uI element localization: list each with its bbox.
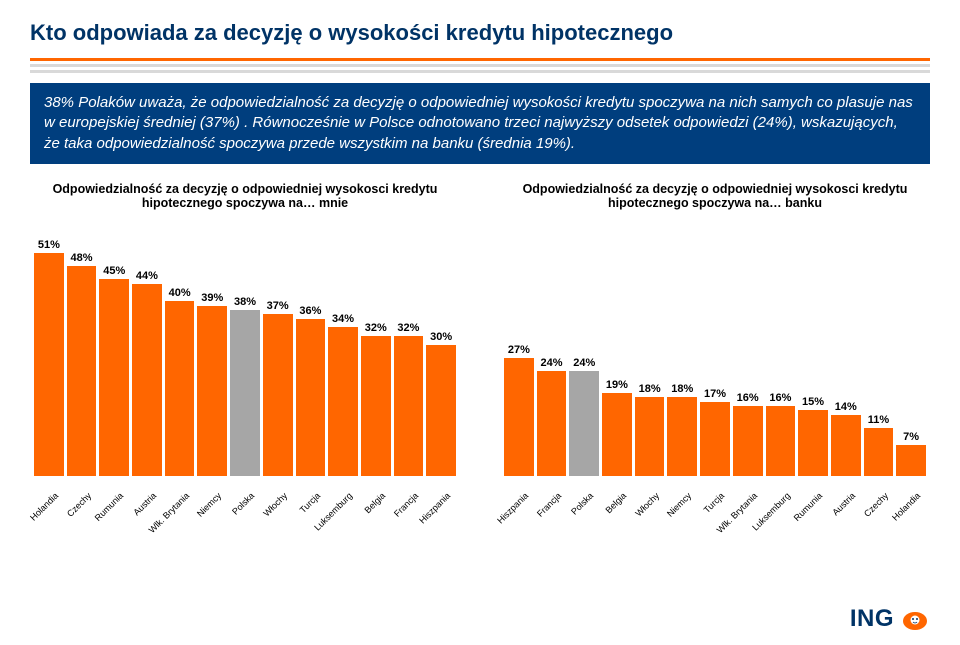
bar-column: 40% bbox=[165, 287, 195, 476]
bar bbox=[667, 397, 697, 476]
bar-value-label: 30% bbox=[430, 331, 452, 343]
bar-value-label: 39% bbox=[201, 292, 223, 304]
bar-column: 36% bbox=[296, 305, 326, 476]
bar-value-label: 7% bbox=[903, 431, 919, 443]
ing-logo: ING bbox=[850, 605, 930, 633]
bar bbox=[197, 306, 227, 476]
bar-value-label: 19% bbox=[606, 379, 628, 391]
bar-value-label: 51% bbox=[38, 239, 60, 251]
bar-value-label: 24% bbox=[541, 357, 563, 369]
bar bbox=[537, 371, 567, 476]
bar-value-label: 17% bbox=[704, 388, 726, 400]
bar-column: 14% bbox=[831, 401, 861, 476]
bar-column: 38% bbox=[230, 296, 260, 476]
bar-value-label: 16% bbox=[737, 392, 759, 404]
title-underline bbox=[30, 58, 930, 73]
bar-column: 44% bbox=[132, 270, 162, 476]
bar-value-label: 11% bbox=[868, 414, 889, 426]
bar bbox=[602, 393, 632, 476]
bar-value-label: 32% bbox=[365, 322, 387, 334]
charts-row: Odpowiedzialność za decyzję o odpowiedni… bbox=[30, 182, 930, 530]
lion-icon bbox=[900, 607, 930, 631]
bar-column: 27% bbox=[504, 344, 534, 476]
bar bbox=[165, 301, 195, 476]
bar bbox=[635, 397, 665, 476]
bar bbox=[700, 402, 730, 476]
bar-column: 30% bbox=[426, 331, 456, 476]
page-title: Kto odpowiada za decyzję o wysokości kre… bbox=[30, 20, 930, 46]
bar bbox=[132, 284, 162, 476]
bar-value-label: 40% bbox=[169, 287, 191, 299]
bar-column: 16% bbox=[766, 392, 796, 476]
chart-left-bars: 51% 48% 45% 44% 40% 39% 38% 37% 36% 34% 32% 32% 30% bbox=[30, 216, 460, 476]
bar bbox=[896, 445, 926, 476]
bar-column: 34% bbox=[328, 313, 358, 475]
bar bbox=[394, 336, 424, 476]
chart-right-bars: 27% 24% 24% 19% 18% 18% 17% 16% 16% 15% 14% 11% 7% bbox=[500, 216, 930, 476]
bar-column: 48% bbox=[67, 252, 97, 475]
bar-value-label: 45% bbox=[103, 265, 125, 277]
bar-column: 15% bbox=[798, 396, 828, 475]
logo-text: ING bbox=[850, 605, 894, 633]
bar-column: 11% bbox=[864, 414, 894, 476]
bar bbox=[864, 428, 894, 476]
bar bbox=[766, 406, 796, 476]
bar bbox=[798, 410, 828, 475]
bar bbox=[569, 371, 599, 476]
bar-value-label: 27% bbox=[508, 344, 530, 356]
bar bbox=[361, 336, 391, 476]
bar bbox=[504, 358, 534, 476]
bar-value-label: 18% bbox=[671, 383, 693, 395]
bar bbox=[67, 266, 97, 475]
bar-column: 24% bbox=[537, 357, 567, 476]
bar-column: 19% bbox=[602, 379, 632, 476]
bar-column: 45% bbox=[99, 265, 129, 475]
bar-value-label: 14% bbox=[835, 401, 857, 413]
bar-column: 17% bbox=[700, 388, 730, 476]
bar bbox=[831, 415, 861, 476]
bar-column: 51% bbox=[34, 239, 64, 476]
bar-value-label: 32% bbox=[397, 322, 419, 334]
bar-column: 18% bbox=[667, 383, 697, 476]
chart-right: Odpowiedzialność za decyzję o odpowiedni… bbox=[500, 182, 930, 530]
bar-value-label: 48% bbox=[71, 252, 93, 264]
bar-value-label: 16% bbox=[769, 392, 791, 404]
bar-column: 37% bbox=[263, 300, 293, 475]
bar bbox=[328, 327, 358, 475]
bar-value-label: 37% bbox=[267, 300, 289, 312]
bar-value-label: 44% bbox=[136, 270, 158, 282]
chart-left-labels: HolandiaCzechyRumuniaAustriaWlk. Brytani… bbox=[30, 480, 460, 530]
bar bbox=[99, 279, 129, 475]
bar-value-label: 15% bbox=[802, 396, 824, 408]
bar-column: 32% bbox=[361, 322, 391, 476]
bar bbox=[34, 253, 64, 476]
bar-value-label: 24% bbox=[573, 357, 595, 369]
bar bbox=[230, 310, 260, 476]
bar-column: 16% bbox=[733, 392, 763, 476]
bar-column: 18% bbox=[635, 383, 665, 476]
bar bbox=[733, 406, 763, 476]
bar-column: 39% bbox=[197, 292, 227, 476]
chart-right-title: Odpowiedzialność za decyzję o odpowiedni… bbox=[500, 182, 930, 210]
description-box: 38% Polaków uważa, że odpowiedzialność z… bbox=[30, 83, 930, 164]
chart-right-labels: HiszpaniaFrancjaPolskaBelgiaWłochyNiemcy… bbox=[500, 480, 930, 530]
bar bbox=[426, 345, 456, 476]
bar-value-label: 38% bbox=[234, 296, 256, 308]
chart-left: Odpowiedzialność za decyzję o odpowiedni… bbox=[30, 182, 460, 530]
bar-value-label: 36% bbox=[299, 305, 321, 317]
bar bbox=[263, 314, 293, 475]
bar bbox=[296, 319, 326, 476]
bar-column: 7% bbox=[896, 431, 926, 476]
bar-column: 32% bbox=[394, 322, 424, 476]
bar-value-label: 34% bbox=[332, 313, 354, 325]
bar-value-label: 18% bbox=[639, 383, 661, 395]
chart-left-title: Odpowiedzialność za decyzję o odpowiedni… bbox=[30, 182, 460, 210]
bar-column: 24% bbox=[569, 357, 599, 476]
